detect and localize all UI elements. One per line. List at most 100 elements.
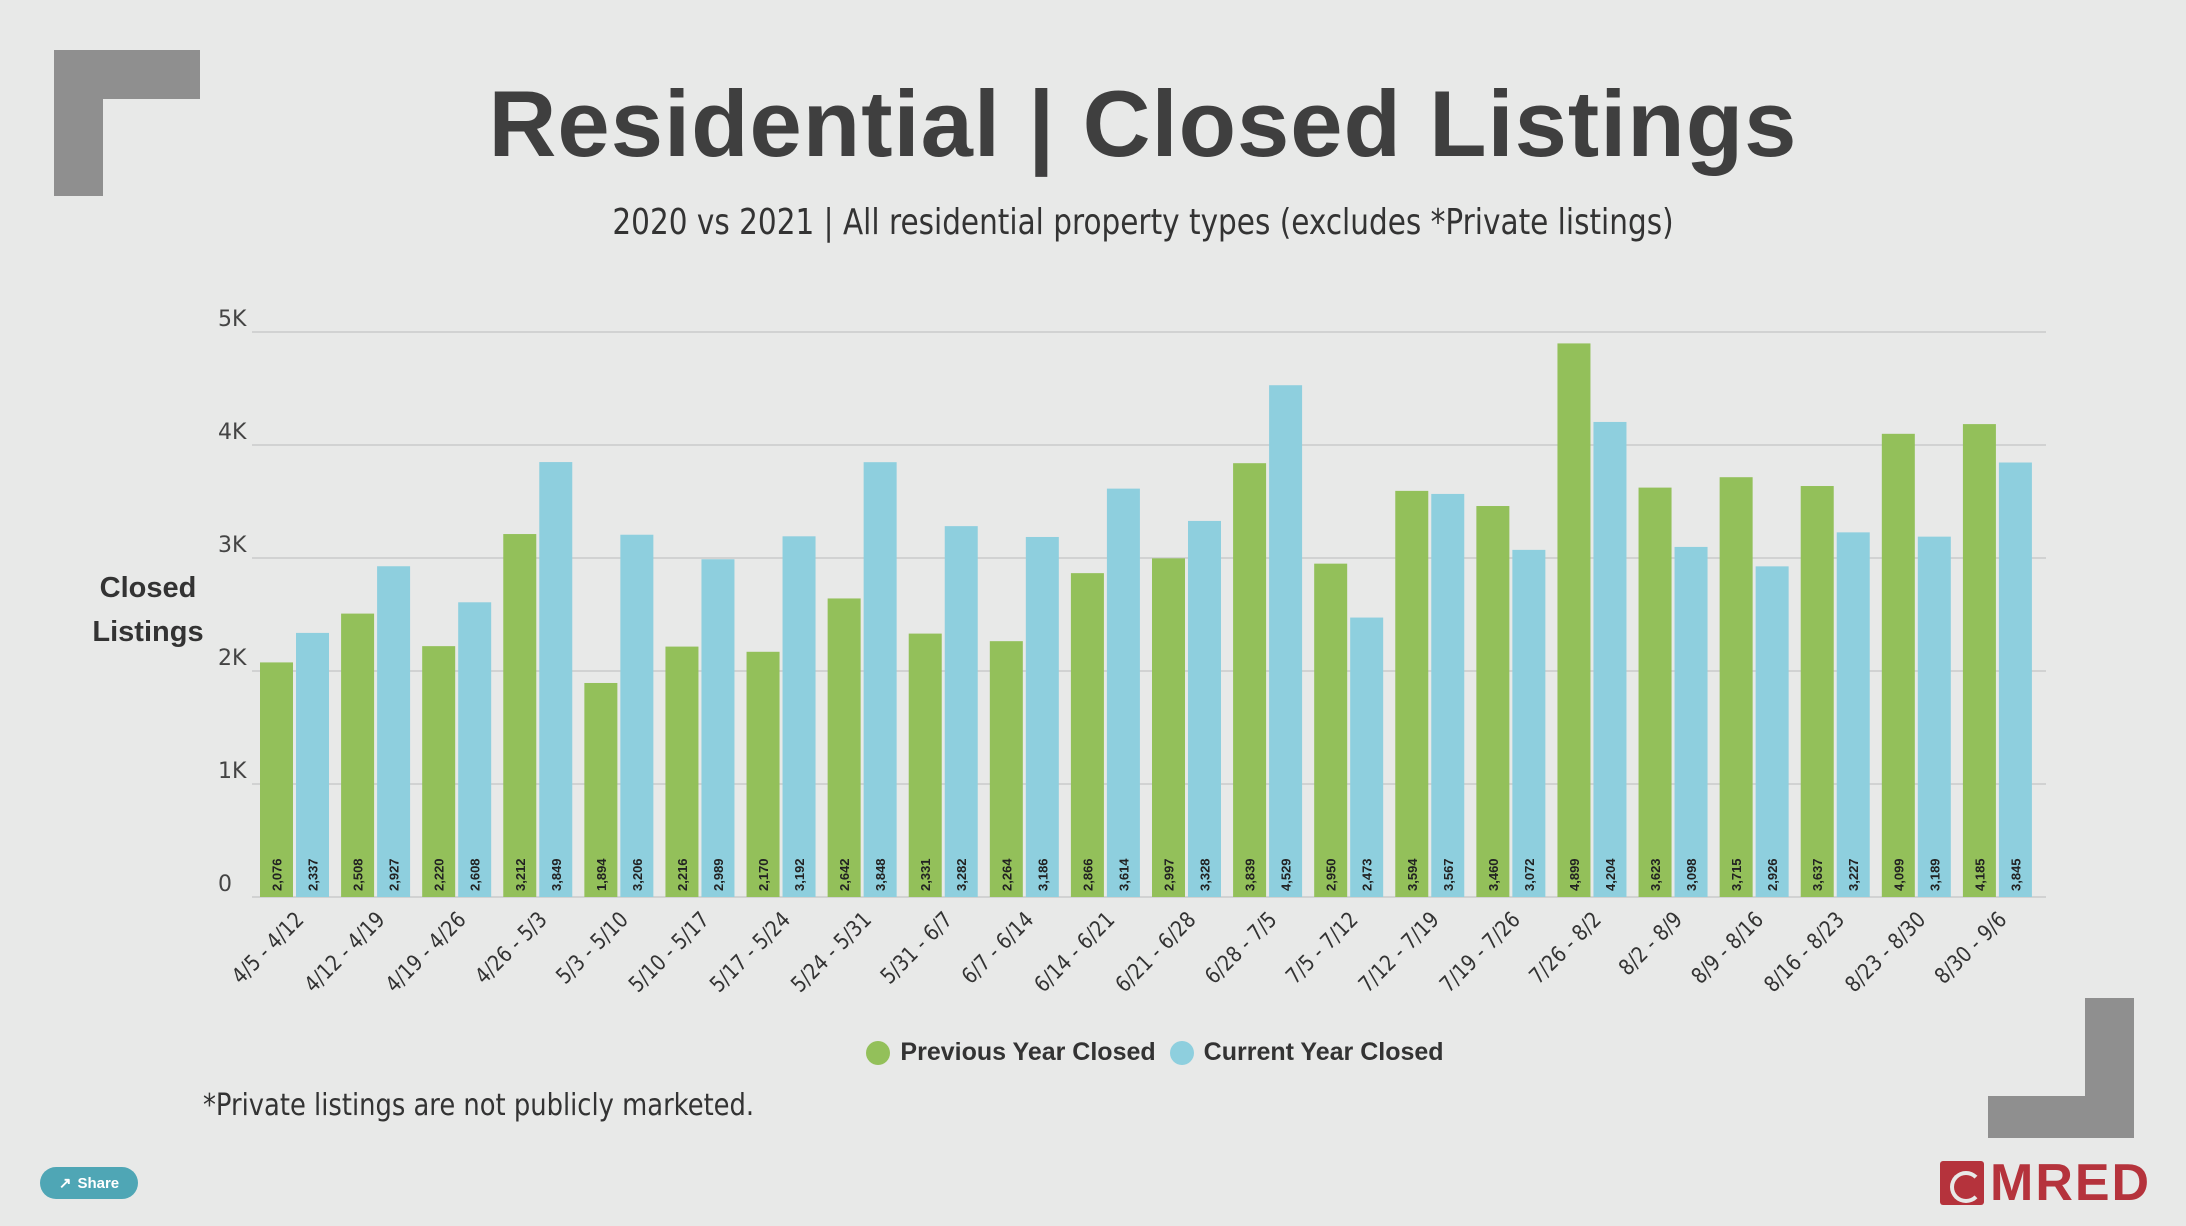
bar-data-label: 3,212 [513, 858, 528, 891]
y-tick-label: 3K [218, 533, 247, 558]
corner-decoration-bottom-right-horizontal [1988, 1096, 2134, 1138]
bar-data-label: 2,642 [837, 858, 852, 891]
bar-data-label: 2,989 [711, 858, 726, 891]
x-tick-label: 8/2 - 8/9 [1613, 907, 1687, 981]
bar-previous [1638, 487, 1672, 897]
share-icon: ↗ [58, 1175, 72, 1192]
bar-data-label: 4,204 [1603, 858, 1618, 891]
bar-previous [746, 651, 780, 897]
share-label: Share [77, 1174, 120, 1192]
y-tick-label: 5K [218, 307, 247, 332]
bar-data-label: 2,216 [675, 858, 690, 891]
y-tick-label: 1K [218, 759, 247, 784]
bar-data-label: 3,845 [2008, 858, 2023, 891]
bar-previous [1881, 433, 1915, 897]
legend-swatch-previous [866, 1040, 891, 1065]
x-tick-label: 7/19 - 7/26 [1434, 907, 1525, 998]
bar-previous [908, 633, 942, 897]
bar-data-label: 2,264 [999, 858, 1014, 891]
logo-mark-icon [1940, 1161, 1984, 1205]
bar-previous [1719, 477, 1753, 897]
x-tick-label: 4/19 - 4/26 [380, 907, 471, 998]
x-tick-label: 6/14 - 6/21 [1029, 907, 1120, 998]
bar-previous [1233, 463, 1267, 897]
bar-previous [1070, 573, 1104, 897]
bar-previous [422, 646, 456, 897]
bar-current [458, 602, 492, 897]
bar-data-label: 3,637 [1810, 858, 1825, 891]
bar-data-label: 4,899 [1567, 858, 1582, 891]
bar-current [1593, 421, 1627, 897]
mred-logo: MRED [1940, 1154, 2151, 1212]
bar-current [1836, 532, 1870, 897]
bar-current [1512, 549, 1546, 897]
x-tick-label: 6/7 - 6/14 [956, 907, 1038, 989]
share-button[interactable]: ↗ Share [40, 1167, 138, 1199]
chart-legend: Previous Year Closed Current Year Closed [0, 1038, 2186, 1067]
bar-current [701, 559, 735, 897]
x-tick-label: 5/3 - 5/10 [551, 907, 633, 989]
bar-current [377, 566, 411, 897]
bar-previous [665, 646, 699, 897]
x-tick-label: 7/12 - 7/19 [1353, 907, 1444, 998]
bar-data-label: 4,185 [1972, 858, 1987, 891]
y-tick-label: 2K [218, 646, 247, 671]
bar-data-label: 4,099 [1891, 858, 1906, 891]
bar-data-label: 2,866 [1080, 858, 1095, 891]
footnote: *Private listings are not publicly marke… [203, 1088, 755, 1123]
bar-data-label: 2,927 [387, 858, 402, 891]
bar-data-label: 2,220 [432, 858, 447, 891]
bar-data-label: 3,715 [1729, 858, 1744, 891]
bar-previous [503, 534, 537, 897]
bar-data-label: 3,460 [1486, 858, 1501, 891]
bar-previous [1800, 486, 1834, 897]
x-tick-label: 4/5 - 4/12 [226, 907, 308, 989]
bar-previous [989, 641, 1023, 897]
bar-current [1998, 462, 2032, 897]
bar-data-label: 3,594 [1405, 858, 1420, 891]
bar-previous [1557, 343, 1591, 898]
x-tick-label: 4/12 - 4/19 [299, 907, 390, 998]
bar-data-label: 2,997 [1162, 858, 1177, 891]
bar-data-label: 3,567 [1441, 858, 1456, 891]
bar-data-label: 3,072 [1522, 858, 1537, 891]
x-tick-label: 5/31 - 6/7 [875, 907, 957, 989]
bar-current [1025, 536, 1059, 897]
x-tick-label: 6/21 - 6/28 [1110, 907, 1201, 998]
bar-current [539, 462, 573, 897]
bar-current [782, 536, 816, 897]
x-tick-label: 7/5 - 7/12 [1281, 907, 1363, 989]
bar-previous [1476, 506, 1510, 897]
bar-data-label: 3,614 [1116, 858, 1131, 891]
bar-current [296, 632, 329, 897]
x-tick-label: 5/17 - 5/24 [705, 907, 796, 998]
bar-data-label: 2,170 [756, 858, 771, 891]
x-tick-label: 8/9 - 8/16 [1686, 907, 1768, 989]
x-tick-label: 8/16 - 8/23 [1759, 907, 1850, 998]
bar-data-label: 2,076 [270, 858, 285, 891]
bar-current [1269, 385, 1303, 897]
bar-data-label: 3,227 [1846, 858, 1861, 891]
bar-data-label: 2,331 [918, 858, 933, 891]
chart-subtitle: 2020 vs 2021 | All residential property … [612, 202, 1674, 243]
bar-data-label: 2,608 [468, 858, 483, 891]
bar-chart: 0 1K 2K 3K 4K 5K 2,076 2,337 4/5 - 4/12 2,508 2,92… [218, 307, 2046, 998]
bar-previous [1395, 490, 1429, 897]
logo-text: MRED [1990, 1154, 2152, 1212]
bar-data-label: 1,894 [594, 858, 609, 891]
chart-title: Residential | Closed Listings [488, 71, 1798, 176]
x-tick-label: 5/24 - 5/31 [786, 907, 877, 998]
bar-current [1431, 493, 1465, 897]
bar-previous [1314, 563, 1348, 897]
y-tick-label: 4K [218, 420, 247, 445]
bar-current [1350, 617, 1384, 897]
bar-current [863, 462, 897, 897]
bar-data-label: 3,098 [1684, 858, 1699, 891]
bar-data-label: 3,192 [792, 858, 807, 891]
bar-data-label: 3,623 [1648, 858, 1663, 891]
y-tick-label: 0 [218, 872, 232, 897]
bar-previous [584, 682, 618, 897]
bar-data-label: 3,848 [873, 858, 888, 891]
x-tick-label: 8/30 - 9/6 [1929, 907, 2011, 989]
bar-data-label: 2,473 [1360, 858, 1375, 891]
